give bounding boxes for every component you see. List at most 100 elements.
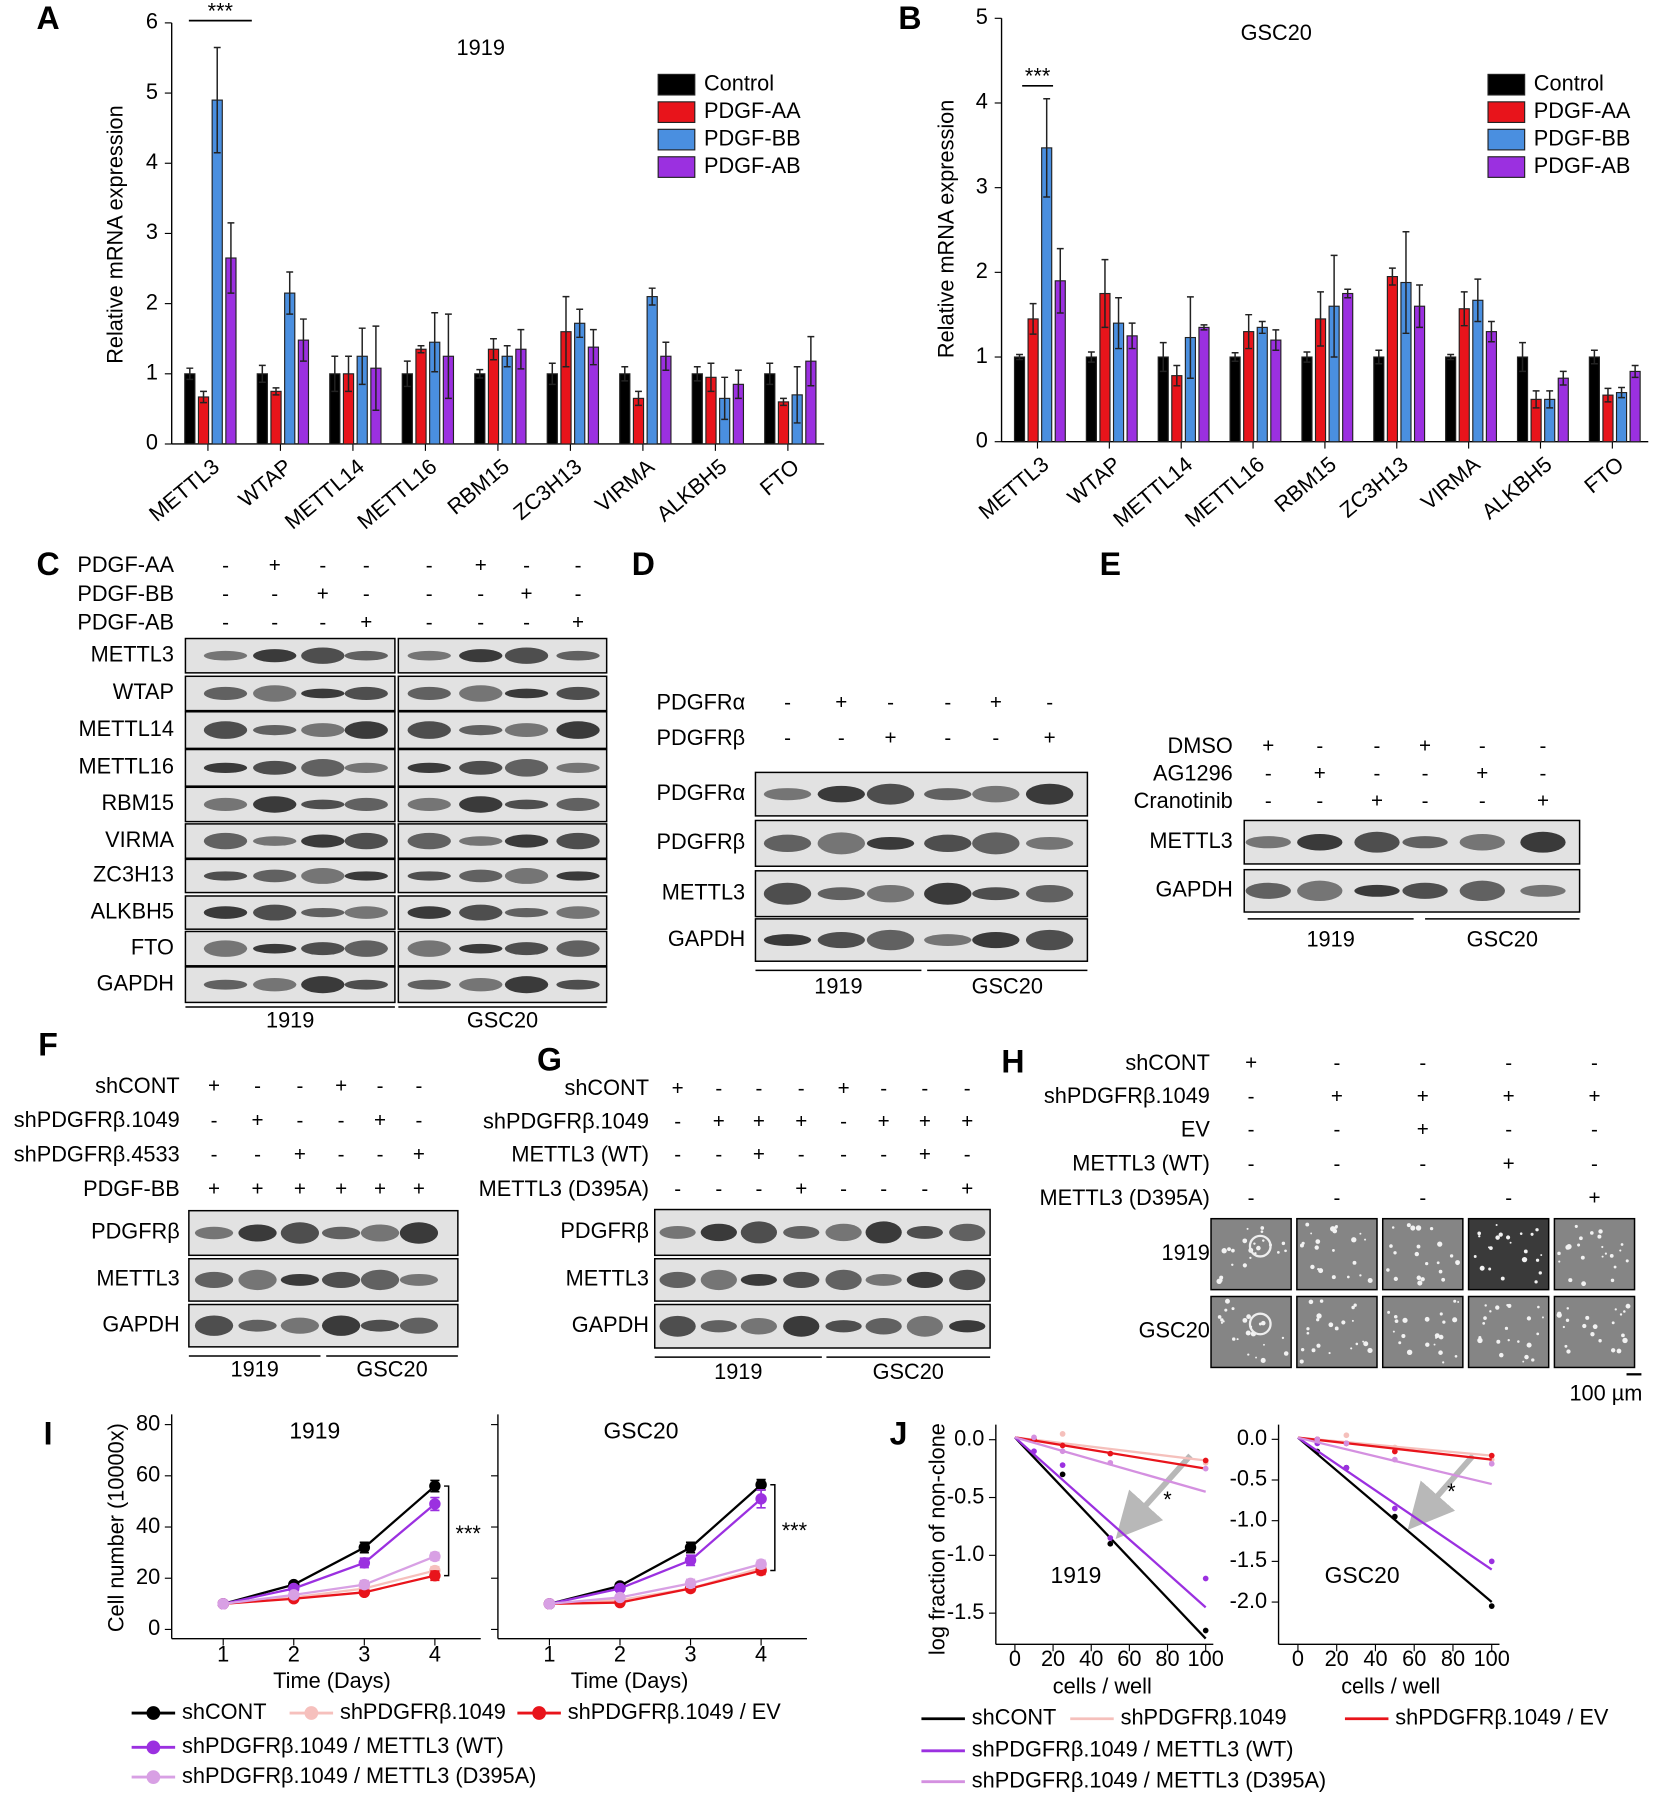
- cell-dot: [1585, 1315, 1590, 1320]
- group-label: GSC20: [467, 1008, 538, 1033]
- point: [1031, 1434, 1037, 1441]
- y-tick-label: 0.0: [1237, 1425, 1267, 1450]
- cell-dot: [1478, 1235, 1481, 1238]
- cell-dot: [1582, 1323, 1587, 1329]
- band: [459, 685, 503, 702]
- x-tick-label: 80: [1441, 1646, 1465, 1671]
- band: [253, 943, 297, 954]
- condition-sign: +: [1262, 735, 1274, 758]
- band: [344, 721, 388, 739]
- condition-sign: -: [755, 1077, 762, 1100]
- cell-dot: [1391, 1226, 1395, 1229]
- condition-sign: -: [426, 611, 433, 634]
- condition-sign: +: [990, 691, 1002, 714]
- cell-dot: [1410, 1225, 1416, 1231]
- condition-sign: -: [1334, 1187, 1341, 1210]
- error-bar: [707, 362, 715, 393]
- error-bar: [734, 369, 742, 400]
- cell-dot: [1367, 1278, 1373, 1284]
- band: [906, 1226, 943, 1239]
- x-tick-label: 0: [1292, 1646, 1304, 1671]
- cell-dot: [1566, 1244, 1572, 1250]
- band-label: PDGFRβ: [91, 1219, 180, 1244]
- error-bar: [517, 328, 525, 370]
- band: [203, 871, 248, 881]
- cell-dot: [1495, 1235, 1500, 1240]
- condition-sign: +: [521, 582, 533, 605]
- legend-marker: [146, 1740, 161, 1755]
- condition-sign: -: [271, 611, 278, 634]
- panel-letter: I: [44, 1416, 53, 1452]
- annotation: ***: [455, 1521, 481, 1546]
- panel-letter: C: [37, 546, 60, 582]
- legend-label: shPDGFRβ.1049 / METTL3 (D395A): [182, 1763, 536, 1788]
- band-label: METTL3: [91, 641, 174, 666]
- cell-dot: [1521, 1256, 1528, 1263]
- cell-dot: [1394, 1319, 1399, 1324]
- cell-dot: [1424, 1316, 1430, 1322]
- fit-line: [1014, 1436, 1207, 1609]
- condition-label: shPDGFRβ.1049: [14, 1107, 180, 1132]
- facet-title: GSC20: [1325, 1562, 1400, 1588]
- error-bar: [403, 360, 411, 388]
- band: [253, 724, 297, 736]
- cell-dot: [1609, 1253, 1614, 1258]
- band: [659, 1226, 696, 1239]
- condition-label: PDGF-BB: [77, 581, 174, 606]
- x-tick-label: 3: [684, 1642, 696, 1667]
- condition-sign: -: [674, 1143, 681, 1166]
- condition-sign: -: [755, 1178, 762, 1201]
- condition-sign: -: [1591, 1118, 1598, 1141]
- band: [1297, 880, 1343, 902]
- row-label: 1919: [1162, 1240, 1210, 1265]
- cell-dot: [1247, 1353, 1250, 1356]
- band: [924, 882, 972, 905]
- condition-sign: -: [426, 554, 433, 577]
- x-tick-label: WTAP: [234, 454, 297, 512]
- cell-dot: [1362, 1340, 1365, 1343]
- cell-dot: [1393, 1251, 1397, 1255]
- error-bar: [780, 397, 787, 407]
- bar: [1013, 356, 1026, 443]
- point: [1059, 1442, 1066, 1449]
- condition-sign: -: [784, 727, 791, 750]
- band: [1025, 885, 1074, 903]
- cell-dot: [1564, 1344, 1568, 1348]
- legend-swatch: [1487, 101, 1526, 124]
- point: [614, 1582, 626, 1595]
- cell-dot: [1592, 1324, 1598, 1330]
- cell-dot: [1332, 1228, 1338, 1234]
- x-tick-label: METTL14: [1108, 451, 1197, 531]
- cell-dot: [1540, 1254, 1543, 1257]
- band: [740, 1221, 778, 1244]
- cell-dot: [1310, 1232, 1313, 1235]
- error-bar: [1043, 98, 1051, 198]
- condition-label: shCONT: [1125, 1050, 1210, 1075]
- x-axis-label: cells / well: [1341, 1674, 1440, 1699]
- band: [504, 799, 549, 810]
- band-label: GAPDH: [102, 1311, 179, 1336]
- x-tick-label: 60: [1402, 1646, 1426, 1671]
- band: [407, 832, 451, 850]
- bar: [1229, 356, 1241, 443]
- legend-label: PDGF-AB: [1534, 153, 1631, 178]
- cell-dot: [1416, 1275, 1422, 1281]
- y-tick-label: 0: [146, 430, 158, 455]
- condition-sign: -: [416, 1075, 423, 1098]
- condition-sign: -: [363, 582, 370, 605]
- condition-sign: +: [294, 1143, 306, 1166]
- cell-dot: [1263, 1343, 1265, 1346]
- cell-dot: [1434, 1333, 1440, 1339]
- condition-label: shPDGFRβ.1049: [483, 1108, 649, 1133]
- cell-dot: [1350, 1347, 1353, 1350]
- band: [865, 1273, 902, 1286]
- condition-label: AG1296: [1153, 760, 1233, 785]
- cell-dot: [1328, 1351, 1331, 1355]
- cell-dot: [1406, 1223, 1411, 1228]
- condition-sign: -: [1505, 1118, 1512, 1141]
- band: [253, 796, 297, 813]
- cell-dot: [1315, 1239, 1321, 1244]
- point: [755, 1558, 767, 1570]
- cell-dot: [1523, 1249, 1528, 1254]
- cell-dot: [1557, 1251, 1561, 1256]
